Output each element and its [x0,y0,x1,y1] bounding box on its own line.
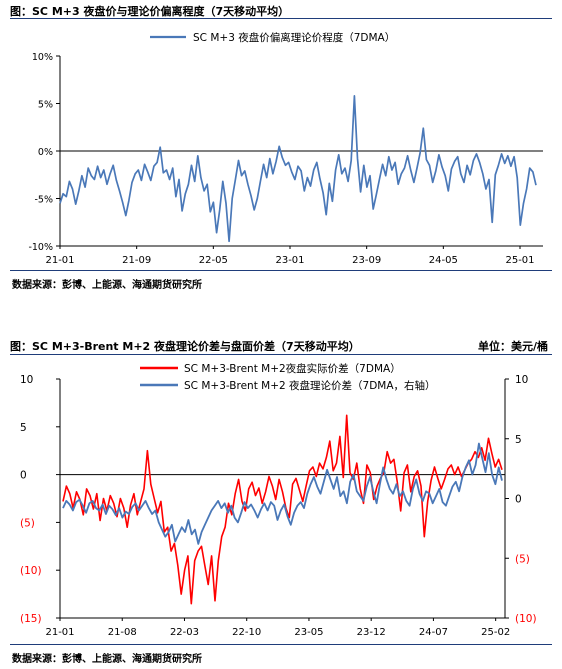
figure2-title-rule [10,354,552,355]
chart2-y-tick-label-right: 0 [515,494,522,506]
figure2-source: 数据来源：彭博、上能源、海通期货研究所 [12,654,202,665]
chart2-x-tick-label: 23-12 [357,627,386,638]
chart2-y-tick-label-right: (10) [515,613,537,625]
chart1-legend-label-0: SC M+3 夜盘价偏离理论价程度（7DMA） [193,31,395,44]
chart2-legend-label-1: SC M+3-Brent M+2 夜盘理论价差（7DMA，右轴） [184,379,436,392]
figure1-source-rule [10,270,552,271]
chart1-y-tick-label: 10% [32,52,53,63]
chart2-y-tick-label-left: 0 [20,470,27,482]
chart2-x-tick-label: 21-01 [45,627,74,638]
chart1-y-tick-label: 0% [38,147,53,158]
chart2-y-tick-label-right: 10 [515,374,528,386]
chart2-series-line-1 [62,442,503,545]
chart1-y-tick-label: 5% [38,100,53,111]
figure1-source: 数据来源：彭博、上能源、海通期货研究所 [12,280,202,291]
chart1-x-tick-label: 25-01 [505,255,534,266]
chart2-x-tick-label: 22-03 [170,627,199,638]
chart1-x-tick-label: 24-05 [429,255,458,266]
chart2-x-tick-label: 22-10 [232,627,261,638]
chart2-legend-label-0: SC M+3-Brent M+2夜盘实际价差（7DMA） [184,362,401,375]
chart1-y-tick-label: -10% [28,242,53,253]
chart2-y-tick-label-left: (15) [20,613,42,625]
chart2-y-tick-label-left: (10) [20,565,42,577]
chart2-y-tick-label-right: (5) [515,553,530,565]
figure2-title: 图：SC M+3-Brent M+2 夜盘理论价差与盘面价差（7天移动平均） [10,340,360,353]
chart2-x-tick-label: 25-02 [481,627,510,638]
chart1-x-tick-label: 22-05 [199,255,228,266]
chart2-y-tick-label-left: 5 [20,422,27,434]
chart2-y-tick-label-left: (5) [20,517,35,529]
chart2-series-line-0 [62,414,503,605]
chart1-svg: 10% 5% 0% -5% -10% 21-01 21-09 22-05 23-01 23-09 2… [28,31,543,266]
chart1-x-tick-label: 23-09 [352,255,381,266]
figure1-title: 图：SC M+3 夜盘价与理论价偏离程度（7天移动平均） [10,5,290,18]
chart2-x-tick-label: 24-07 [419,627,448,638]
figure2-source-rule [10,644,552,645]
chart2-svg: 10 5 0 (5) (10) (15) 10 5 0 (5) (10) 21-01 21-08 22-0… [20,362,537,638]
chart2-y-tick-label-right: 5 [515,434,522,446]
chart1-x-tick-label: 23-01 [275,255,304,266]
chart1-x-tick-label: 21-09 [122,255,151,266]
chart1-y-tick-label: -5% [35,195,54,206]
chart2-x-tick-label: 21-08 [108,627,137,638]
chart1-x-tick-label: 21-01 [45,255,74,266]
figure1-title-rule [10,18,552,19]
chart2-x-tick-label: 23-05 [294,627,323,638]
chart1-series-line-0 [59,95,537,243]
chart2-y-tick-label-left: 10 [20,374,33,386]
figure2-unit: 单位：美元/桶 [477,340,548,353]
